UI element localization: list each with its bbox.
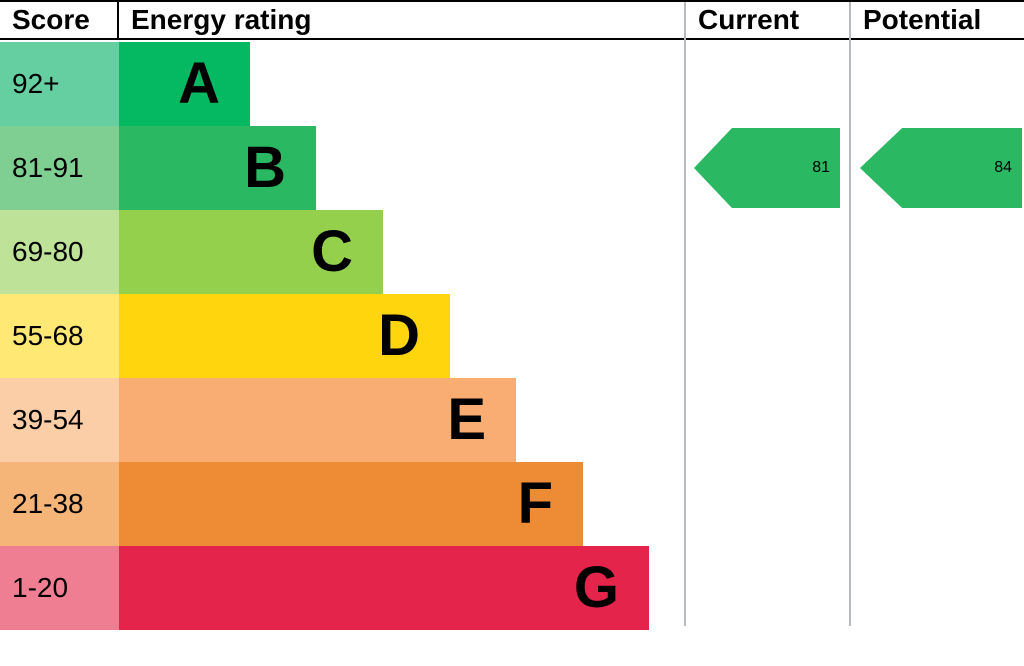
band-row-a: 92+ A xyxy=(0,42,684,126)
score-range: 39-54 xyxy=(0,378,119,462)
band-letter: C xyxy=(311,219,353,284)
band-letter: B xyxy=(244,135,286,200)
band-bar: C xyxy=(119,210,383,294)
divider-current-column xyxy=(684,2,686,626)
score-range: 21-38 xyxy=(0,462,119,546)
potential-rating-value: 84 xyxy=(994,159,1012,176)
score-range: 92+ xyxy=(0,42,119,126)
band-bar: E xyxy=(119,378,516,462)
band-letter: A xyxy=(178,51,220,116)
band-row-f: 21-38 F xyxy=(0,462,684,546)
top-border xyxy=(0,0,1024,2)
band-row-b: 81-91 B xyxy=(0,126,684,210)
band-letter: G xyxy=(573,555,619,620)
band-bar: F xyxy=(119,462,583,546)
band-letter: E xyxy=(447,387,486,452)
score-range: 81-91 xyxy=(0,126,119,210)
header-current: Current xyxy=(698,4,800,35)
band-row-e: 39-54 E xyxy=(0,378,684,462)
band-bar: D xyxy=(119,294,450,378)
score-range: 1-20 xyxy=(0,546,119,630)
current-rating-arrow: 81 xyxy=(694,128,840,208)
header-score: Score xyxy=(0,2,119,38)
band-letter: D xyxy=(378,303,420,368)
score-range: 55-68 xyxy=(0,294,119,378)
band-row-d: 55-68 D xyxy=(0,294,684,378)
band-bar: B xyxy=(119,126,316,210)
band-row-c: 69-80 C xyxy=(0,210,684,294)
score-range: 69-80 xyxy=(0,210,119,294)
band-letter: F xyxy=(517,471,553,536)
band-row-g: 1-20 G xyxy=(0,546,684,630)
band-bar: G xyxy=(119,546,649,630)
current-rating-value: 81 xyxy=(812,159,830,176)
potential-rating-arrow: 84 xyxy=(860,128,1022,208)
header-potential: Potential xyxy=(863,4,982,35)
chart-header: Score Energy rating Current Potential xyxy=(0,2,1024,40)
divider-potential-column xyxy=(849,2,851,626)
band-rows: 92+ A 81-91 B 69-80 C 55-68 D 39-54 xyxy=(0,42,684,630)
header-energy-rating: Energy rating xyxy=(131,4,312,35)
band-bar: A xyxy=(119,42,250,126)
